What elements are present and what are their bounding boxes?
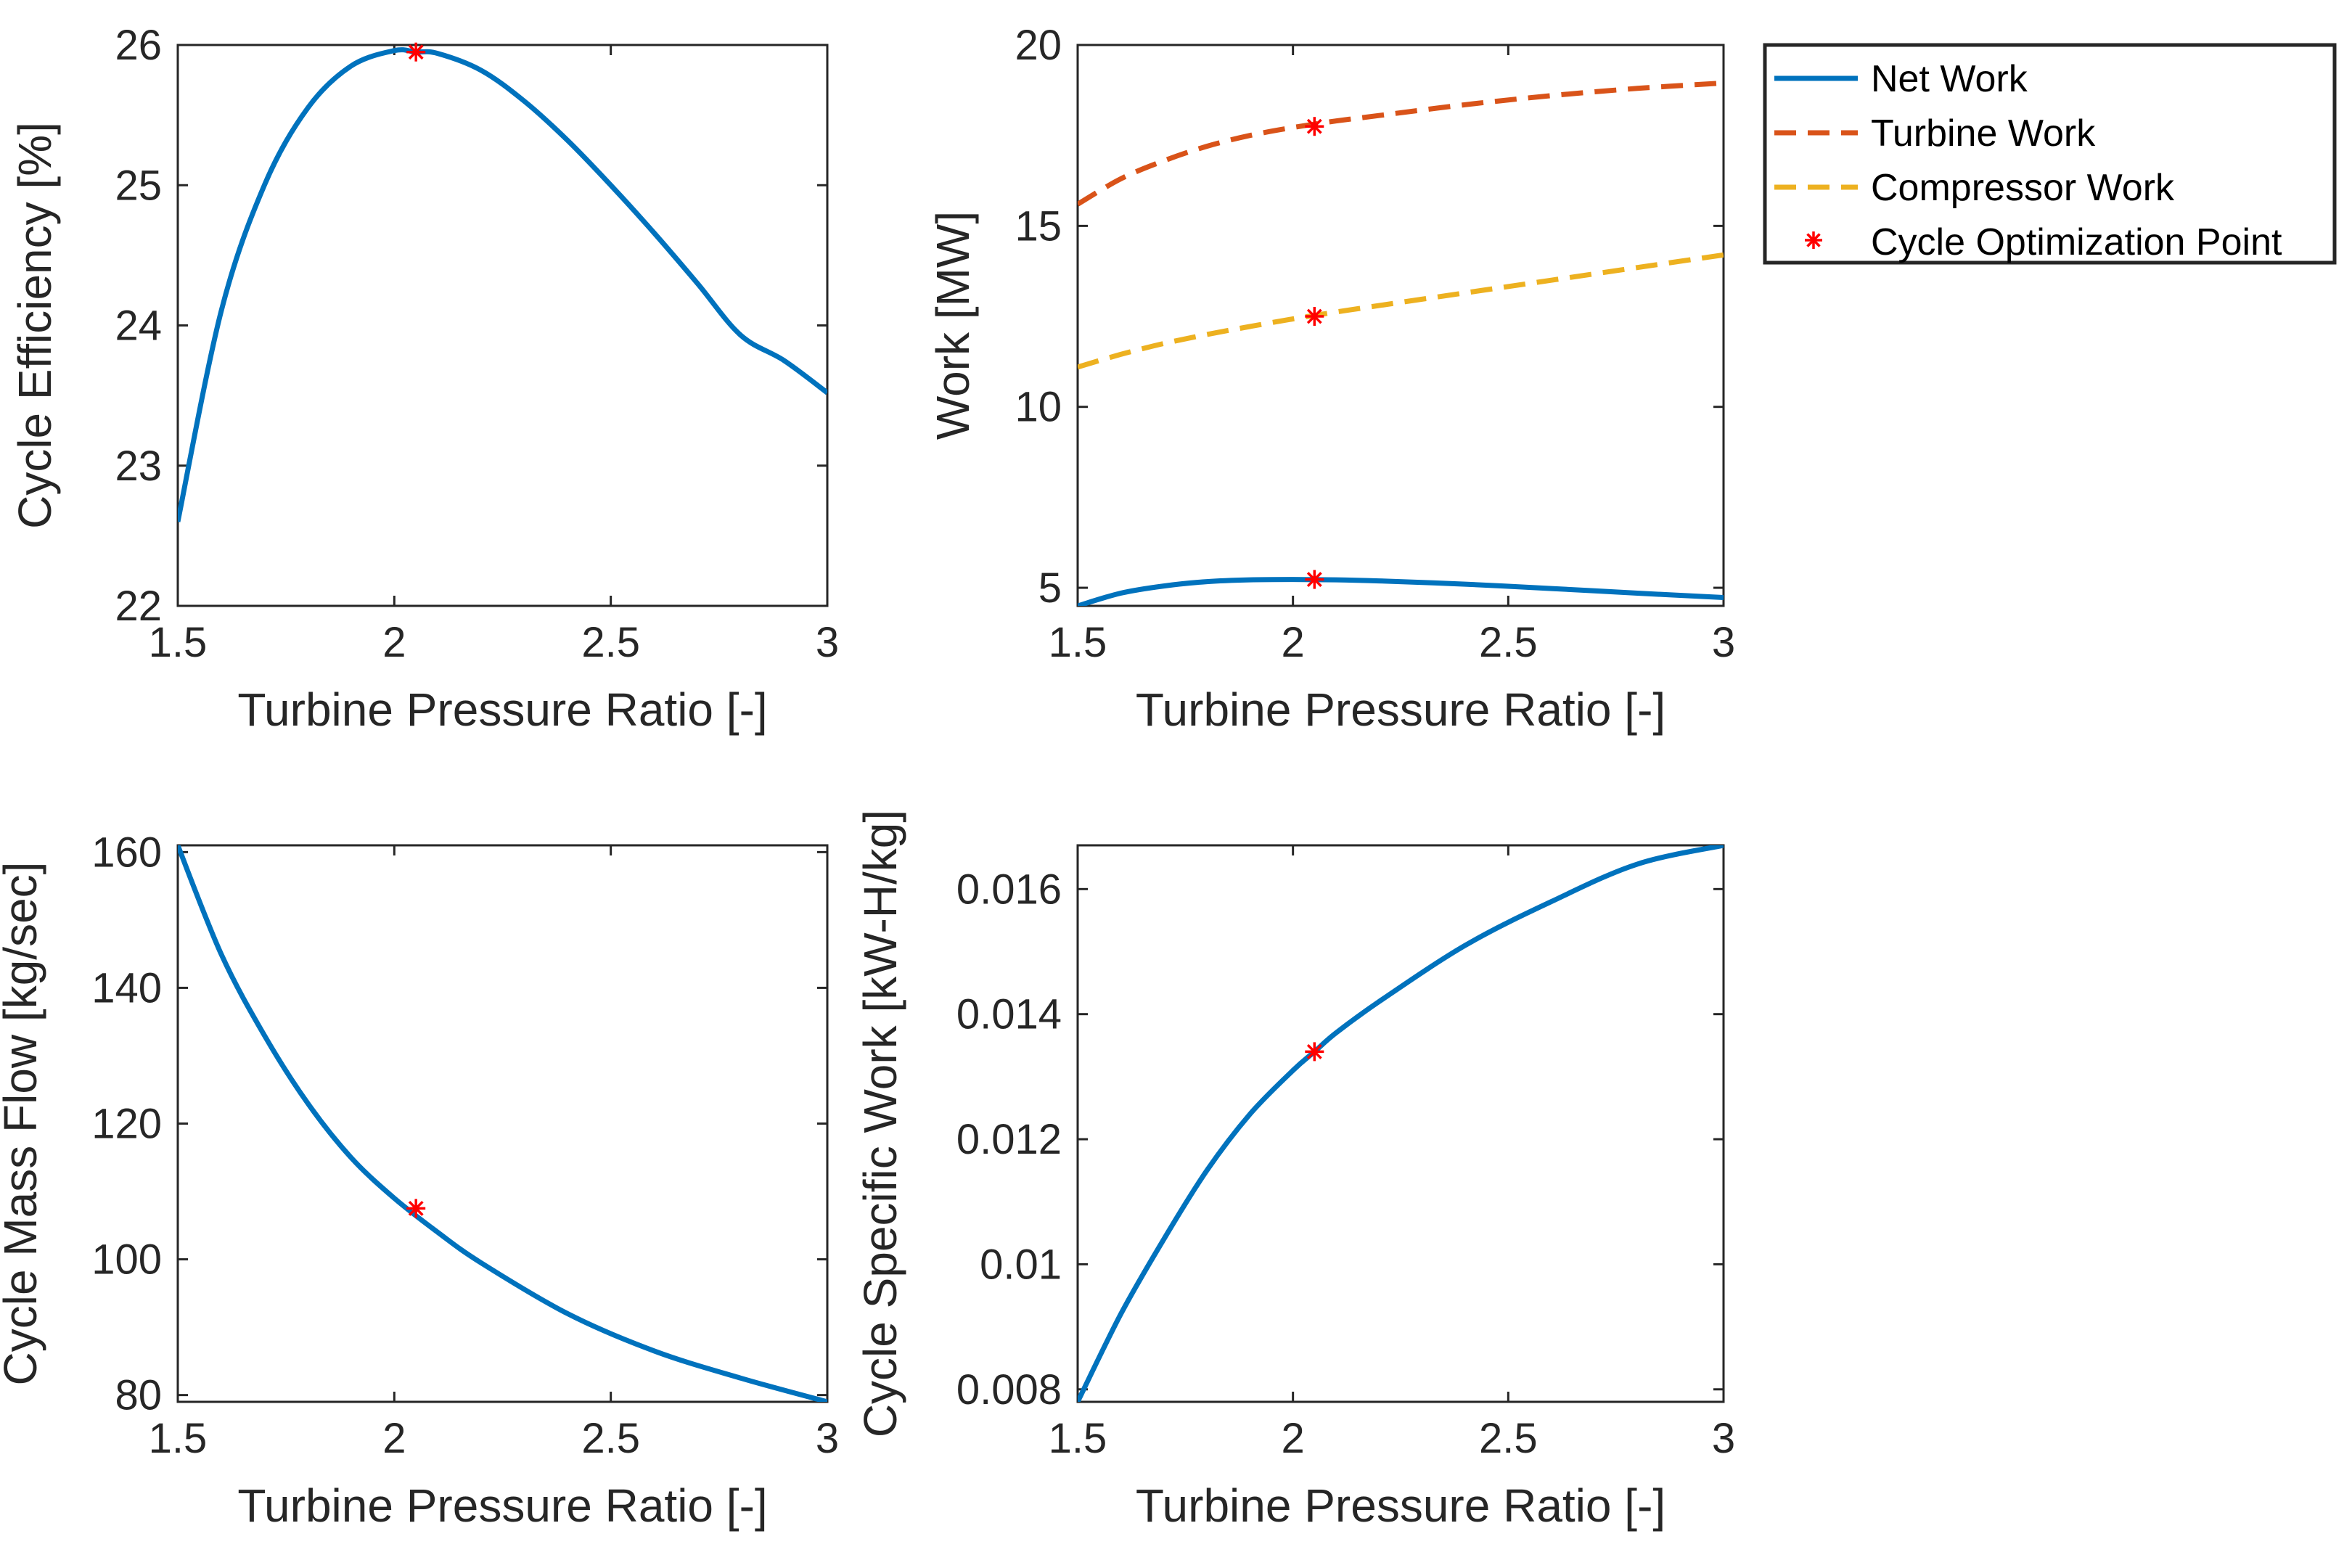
axes-box bbox=[176, 844, 829, 1403]
optimization-point-marker bbox=[406, 1199, 426, 1218]
y-tick-label: 5 bbox=[1038, 565, 1062, 612]
legend-label: Compressor Work bbox=[1871, 167, 2175, 209]
y-tick-label: 26 bbox=[115, 22, 162, 69]
x-tick-label: 1.5 bbox=[1049, 619, 1107, 666]
y-tick-label: 24 bbox=[115, 303, 162, 350]
y-tick-label: 22 bbox=[115, 583, 162, 630]
y-axis-label: Cycle Specific Work [kW-H/kg] bbox=[854, 810, 906, 1437]
y-tick-label: 15 bbox=[1015, 202, 1062, 250]
legend-entry: Cycle Optimization Point bbox=[1805, 221, 2282, 263]
x-tick-label: 2.5 bbox=[1479, 619, 1538, 666]
x-tick-label: 2.5 bbox=[581, 619, 640, 666]
efficiency-panel: 1.5 2 2.5 3 22 23 24 25 26 Turbine Pressure Ratio… bbox=[9, 22, 839, 736]
legend-entry: Compressor Work bbox=[1774, 167, 2175, 209]
series-line-turbine-work bbox=[1078, 80, 1724, 207]
x-tick-label: 3 bbox=[1712, 1415, 1735, 1462]
x-tick-label: 2 bbox=[1282, 1415, 1305, 1462]
optimization-point-marker bbox=[1305, 570, 1324, 589]
legend-entry: Turbine Work bbox=[1774, 112, 2096, 155]
x-tick-label: 2 bbox=[382, 619, 406, 666]
specific-work-panel: 1.5 2 2.5 3 0.008 0.01 0.012 0.014 0.016 Turbine … bbox=[854, 810, 1735, 1532]
x-tick-label: 2 bbox=[382, 1415, 406, 1462]
series-line-cycle-mass-flow bbox=[178, 845, 827, 1402]
y-tick-label: 23 bbox=[115, 443, 162, 490]
y-tick-label: 160 bbox=[91, 829, 162, 876]
legend-entry: Net Work bbox=[1774, 58, 2028, 100]
y-tick-label: 20 bbox=[1015, 22, 1062, 69]
y-tick-label: 0.008 bbox=[956, 1366, 1062, 1413]
plot-area bbox=[178, 845, 827, 1402]
x-tick-label: 2.5 bbox=[581, 1415, 640, 1462]
x-tick-label: 2 bbox=[1282, 619, 1305, 666]
legend-marker-icon bbox=[1805, 231, 1822, 249]
y-axis-label: Cycle Efficiency [%] bbox=[9, 122, 61, 529]
series-line-cycle-efficiency bbox=[178, 47, 827, 522]
x-tick-label: 1.5 bbox=[149, 619, 208, 666]
x-axis-label: Turbine Pressure Ratio [-] bbox=[1136, 684, 1665, 736]
x-tick-label: 2.5 bbox=[1479, 1415, 1538, 1462]
legend-box bbox=[1763, 43, 2337, 265]
x-axis-label: Turbine Pressure Ratio [-] bbox=[237, 1479, 767, 1532]
y-tick-label: 25 bbox=[115, 162, 162, 209]
series-line-compressor-work bbox=[1078, 252, 1724, 370]
y-tick-label: 80 bbox=[115, 1372, 162, 1419]
x-tick-label: 3 bbox=[1712, 619, 1735, 666]
x-tick-label: 1.5 bbox=[149, 1415, 208, 1462]
y-tick-label: 100 bbox=[91, 1236, 162, 1284]
y-axis-label: Cycle Mass Flow [kg/sec] bbox=[0, 862, 46, 1386]
x-tick-label: 3 bbox=[816, 1415, 839, 1462]
legend-label: Turbine Work bbox=[1871, 112, 2096, 155]
y-tick-label: 10 bbox=[1015, 384, 1062, 431]
y-tick-label: 120 bbox=[91, 1101, 162, 1148]
y-tick-label: 0.014 bbox=[956, 991, 1062, 1038]
legend: Net Work Turbine Work Compressor Work Cycle… bbox=[1763, 43, 2337, 265]
plot-area bbox=[178, 47, 827, 522]
axes-box bbox=[1076, 44, 1725, 607]
y-tick-label: 0.012 bbox=[956, 1116, 1062, 1163]
optimization-point-marker bbox=[1305, 1042, 1324, 1062]
work-panel: 1.5 2 2.5 3 5 10 15 20 Turbine Pressure Ratio [-… bbox=[927, 22, 1735, 736]
x-axis-label: Turbine Pressure Ratio [-] bbox=[237, 684, 767, 736]
y-axis-label: Work [MW] bbox=[927, 211, 979, 440]
legend-label: Net Work bbox=[1871, 58, 2028, 100]
optimization-point-marker bbox=[406, 42, 426, 62]
series-line-net-work bbox=[1078, 577, 1724, 606]
mass-flow-panel: 1.5 2 2.5 3 80 100 120 140 160 Turbine Pressure R… bbox=[0, 829, 839, 1532]
x-axis-label: Turbine Pressure Ratio [-] bbox=[1136, 1479, 1665, 1532]
y-tick-label: 140 bbox=[91, 964, 162, 1011]
plot-area bbox=[1078, 80, 1724, 606]
y-tick-label: 0.016 bbox=[956, 866, 1062, 913]
x-tick-label: 3 bbox=[816, 619, 839, 666]
optimization-point-marker bbox=[1305, 117, 1324, 136]
legend-label: Cycle Optimization Point bbox=[1871, 221, 2282, 263]
optimization-point-marker bbox=[1305, 307, 1324, 326]
x-tick-label: 1.5 bbox=[1049, 1415, 1107, 1462]
y-tick-label: 0.01 bbox=[980, 1241, 1062, 1288]
axes-box bbox=[1076, 844, 1725, 1403]
